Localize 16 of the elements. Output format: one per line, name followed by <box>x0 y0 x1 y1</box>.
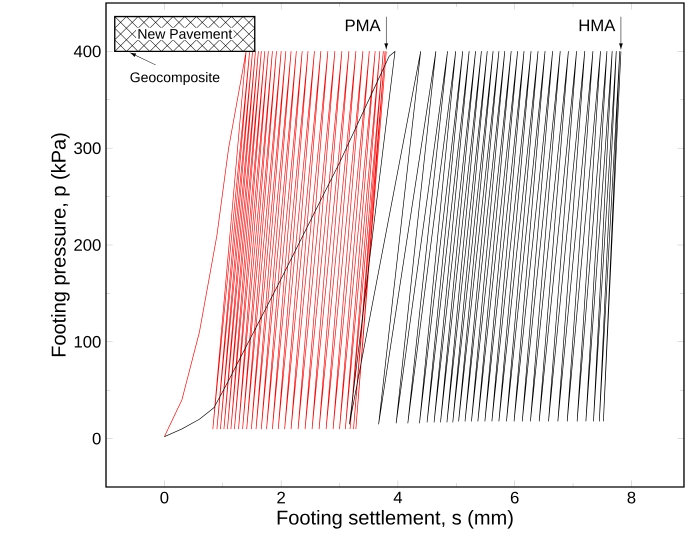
y-tick-label: 300 <box>74 142 101 154</box>
x-tick-label: 2 <box>277 492 285 504</box>
y-tick-label: 400 <box>74 46 101 58</box>
annotation: New Pavement <box>138 29 232 39</box>
annotation: HMA <box>580 20 616 32</box>
x-axis-title: Footing settlement, s (mm) <box>278 510 513 529</box>
x-tick-label: 0 <box>160 492 168 504</box>
x-tick-label: 6 <box>510 492 519 504</box>
y-tick-label: 200 <box>74 239 101 251</box>
x-tick-label: 8 <box>628 492 636 504</box>
x-tick-label: 4 <box>394 492 402 504</box>
y-tick-label: 0 <box>92 432 101 444</box>
y-tick-label: 100 <box>74 336 101 348</box>
annotation: PMA <box>346 20 381 32</box>
y-axis-title: Footing pressure, p (kPa) <box>51 133 70 356</box>
annotation: Geocomposite <box>130 72 220 86</box>
